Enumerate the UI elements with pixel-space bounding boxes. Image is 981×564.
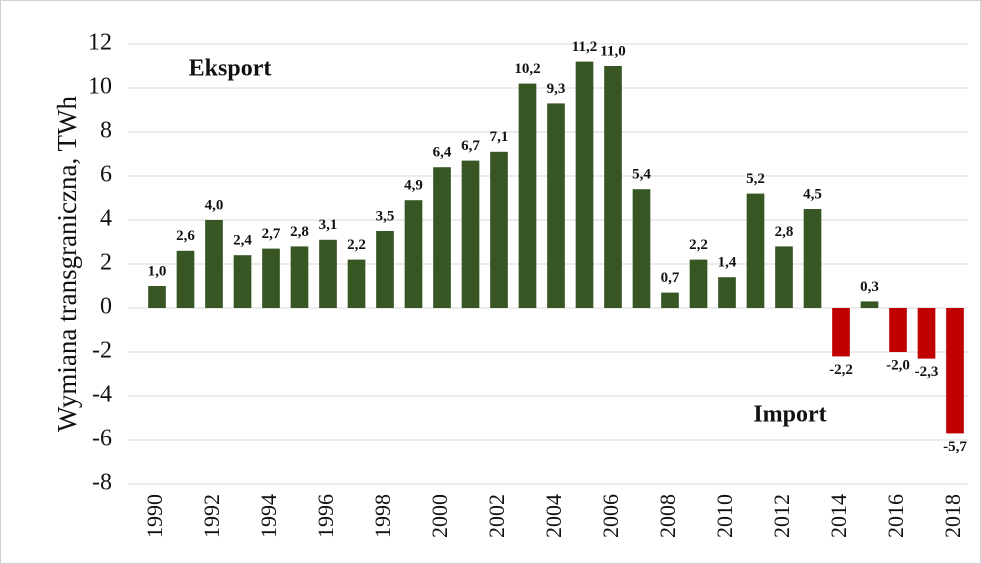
bar — [746, 193, 765, 308]
bar — [832, 308, 850, 357]
value-label: 5,2 — [746, 171, 765, 187]
y-tick-label: -4 — [92, 382, 112, 408]
bar — [860, 301, 879, 308]
bar — [433, 167, 451, 308]
x-tick-label: 2008 — [655, 494, 680, 538]
y-tick-label: 2 — [100, 250, 112, 276]
bar — [775, 246, 793, 308]
value-label: 4,5 — [803, 186, 822, 202]
y-tick-label: -2 — [92, 338, 112, 364]
bar — [575, 61, 594, 308]
bar — [604, 66, 622, 308]
y-tick-label: 10 — [88, 74, 112, 100]
value-label: 2,2 — [347, 237, 366, 253]
annotation: Import — [753, 402, 826, 428]
x-tick-label: 2006 — [598, 494, 623, 538]
x-tick-label: 2018 — [940, 494, 965, 538]
value-label: 10,2 — [514, 61, 540, 77]
value-label: 7,1 — [490, 129, 509, 145]
x-tick-label: 1994 — [256, 494, 281, 538]
x-tick-label: 2014 — [826, 494, 851, 538]
y-tick-label: 0 — [100, 294, 112, 320]
bar — [547, 103, 565, 309]
bar — [262, 248, 280, 308]
value-label: 9,3 — [547, 81, 566, 97]
value-label: 2,7 — [262, 226, 281, 242]
bar — [518, 83, 537, 308]
y-tick-label: 4 — [100, 206, 112, 232]
value-label: 3,5 — [376, 208, 395, 224]
y-tick-label: 6 — [100, 162, 112, 188]
bar — [718, 277, 736, 308]
y-tick-label: 12 — [88, 30, 112, 56]
y-tick-label: 8 — [100, 118, 112, 144]
value-label: 3,1 — [319, 217, 338, 233]
x-tick-label: 1996 — [313, 494, 338, 538]
value-label: 2,2 — [689, 237, 708, 253]
bar — [803, 209, 822, 308]
value-label: 4,0 — [205, 197, 224, 213]
bar — [689, 259, 708, 308]
bar — [347, 259, 366, 308]
x-tick-label: 2000 — [427, 494, 452, 538]
y-axis-label: Wymiana transgraniczna, TWh — [52, 96, 82, 432]
value-label: 4,9 — [404, 178, 423, 194]
y-tick-label: -6 — [92, 426, 112, 452]
value-label: 11,2 — [572, 39, 597, 55]
bar — [176, 250, 195, 308]
value-label: -2,3 — [915, 364, 939, 380]
x-tick-label: 2002 — [484, 494, 509, 538]
x-tick-label: 1990 — [142, 494, 167, 538]
value-label: 5,4 — [632, 167, 651, 183]
bar — [376, 231, 394, 308]
value-label: -5,7 — [943, 439, 967, 455]
value-label: 0,3 — [860, 279, 879, 295]
bar — [490, 151, 508, 308]
bar — [319, 239, 337, 308]
bar — [205, 220, 223, 308]
annotation: Eksport — [189, 56, 272, 82]
value-label: 0,7 — [661, 270, 680, 286]
x-tick-label: 2012 — [769, 494, 794, 538]
bar — [917, 308, 936, 359]
bar — [233, 255, 252, 308]
bar — [148, 286, 166, 308]
x-tick-label: 2016 — [883, 494, 908, 538]
value-label: 2,4 — [233, 233, 252, 249]
bar — [889, 308, 907, 352]
y-tick-label: -8 — [92, 470, 112, 496]
bar — [946, 308, 964, 434]
value-label: 1,0 — [148, 263, 167, 279]
bar — [404, 200, 423, 308]
value-label: 2,6 — [176, 228, 195, 244]
bar — [290, 246, 309, 308]
value-label: 6,7 — [461, 138, 480, 154]
value-label: 1,4 — [718, 255, 737, 271]
bar — [661, 292, 679, 308]
bar — [632, 189, 651, 308]
value-label: -2,2 — [829, 362, 853, 378]
value-label: 6,4 — [433, 145, 452, 161]
value-label: 2,8 — [775, 224, 794, 240]
value-label: 11,0 — [600, 43, 625, 59]
value-label: -2,0 — [886, 357, 910, 373]
bar — [461, 160, 480, 308]
x-tick-label: 2004 — [541, 494, 566, 538]
x-tick-label: 2010 — [712, 494, 737, 538]
x-tick-label: 1992 — [199, 494, 224, 538]
x-tick-label: 1998 — [370, 494, 395, 538]
value-label: 2,8 — [290, 224, 309, 240]
